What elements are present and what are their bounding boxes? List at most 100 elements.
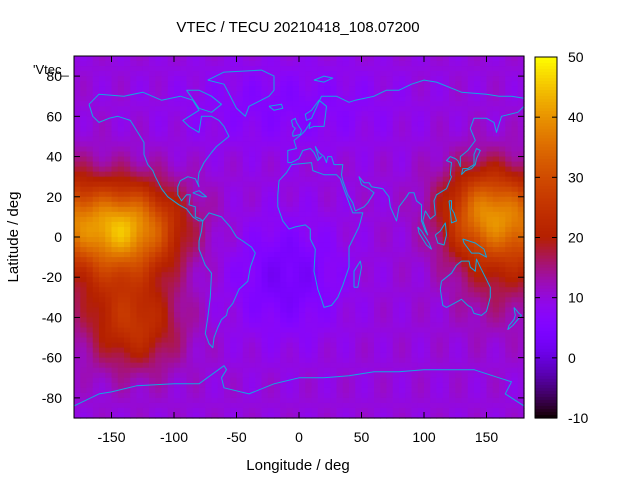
heatmap-cell (117, 282, 125, 288)
heatmap-cell (374, 146, 381, 153)
heatmap-cell (505, 337, 513, 344)
heatmap-cell (205, 322, 213, 329)
heatmap-cell (342, 71, 350, 77)
heatmap-cell (292, 357, 300, 364)
heatmap-cell (492, 257, 500, 263)
heatmap-cell (386, 317, 394, 324)
heatmap-cell (174, 257, 181, 263)
heatmap-cell (324, 71, 331, 77)
heatmap-cell (124, 81, 131, 87)
heatmap-cell (442, 282, 450, 288)
heatmap-cell (111, 56, 119, 62)
heatmap-cell (317, 186, 325, 193)
heatmap-cell (155, 66, 163, 72)
heatmap-cell (242, 226, 250, 233)
heatmap-cell (386, 161, 394, 168)
heatmap-cell (167, 272, 175, 278)
heatmap-cell (117, 231, 125, 238)
heatmap-cell (86, 247, 94, 253)
heatmap-cell (217, 322, 225, 329)
heatmap-cell (99, 337, 106, 344)
heatmap-cell (342, 161, 350, 168)
heatmap-cell (136, 86, 144, 92)
heatmap-cell (486, 342, 494, 349)
heatmap-cell (74, 377, 81, 384)
heatmap-cell (180, 302, 188, 308)
heatmap-cell (267, 297, 275, 303)
heatmap-cell (230, 121, 238, 127)
heatmap-cell (192, 96, 200, 102)
heatmap-cell (255, 216, 263, 223)
heatmap-cell (274, 216, 281, 223)
heatmap-cell (99, 71, 106, 77)
heatmap-cell (105, 181, 113, 188)
heatmap-cell (355, 307, 363, 314)
heatmap-cell (86, 66, 94, 72)
heatmap-cell (155, 131, 163, 138)
heatmap-cell (380, 141, 388, 148)
heatmap-cell (205, 402, 213, 409)
heatmap-cell (155, 171, 163, 178)
heatmap-cell (342, 382, 350, 389)
heatmap-cell (486, 237, 494, 243)
heatmap-cell (224, 206, 231, 213)
heatmap-cell (499, 81, 506, 87)
heatmap-cell (249, 181, 256, 188)
heatmap-cell (517, 262, 525, 268)
heatmap-cell (474, 141, 481, 148)
heatmap-cell (449, 176, 456, 183)
heatmap-cell (249, 267, 256, 273)
heatmap-cell (255, 262, 263, 268)
heatmap-cell (167, 387, 175, 394)
heatmap-cell (267, 151, 275, 158)
heatmap-cell (205, 61, 213, 67)
heatmap-cell (124, 111, 131, 117)
heatmap-cell (230, 392, 238, 399)
heatmap-cell (274, 71, 281, 77)
heatmap-cell (130, 342, 138, 349)
heatmap-cell (274, 277, 281, 283)
heatmap-cell (199, 206, 206, 213)
heatmap-cell (117, 96, 125, 102)
heatmap-cell (224, 372, 231, 379)
heatmap-cell (467, 226, 475, 233)
heatmap-cell (217, 272, 225, 278)
heatmap-cell (492, 106, 500, 112)
heatmap-cell (280, 136, 288, 143)
heatmap-cell (449, 397, 456, 404)
heatmap-cell (92, 237, 100, 243)
heatmap-cell (230, 216, 238, 223)
heatmap-cell (149, 352, 156, 359)
heatmap-cell (449, 221, 456, 228)
heatmap-cell (361, 81, 369, 87)
heatmap-cell (286, 56, 294, 62)
heatmap-cell (280, 297, 288, 303)
heatmap-cell (492, 237, 500, 243)
heatmap-cell (517, 96, 525, 102)
heatmap-cell (105, 106, 113, 112)
heatmap-cell (117, 156, 125, 163)
heatmap-cell (205, 86, 213, 92)
heatmap-cell (505, 171, 513, 178)
heatmap-cell (199, 71, 206, 77)
heatmap-cell (224, 272, 231, 278)
heatmap-cell (167, 226, 175, 233)
heatmap-cell (367, 382, 375, 389)
heatmap-cell (405, 307, 413, 314)
heatmap-cell (292, 76, 300, 82)
heatmap-cell (105, 282, 113, 288)
heatmap-cell (380, 322, 388, 329)
heatmap-cell (249, 362, 256, 369)
heatmap-cell (261, 96, 269, 102)
heatmap-cell (449, 317, 456, 324)
heatmap-cell (405, 332, 413, 339)
heatmap-cell (292, 377, 300, 384)
heatmap-cell (149, 257, 156, 263)
heatmap-cell (286, 292, 294, 298)
heatmap-cell (336, 186, 344, 193)
heatmap-cell (374, 267, 381, 273)
heatmap-cell (442, 101, 450, 107)
heatmap-cell (292, 231, 300, 238)
heatmap-cell (124, 322, 131, 329)
heatmap-cell (74, 206, 81, 213)
